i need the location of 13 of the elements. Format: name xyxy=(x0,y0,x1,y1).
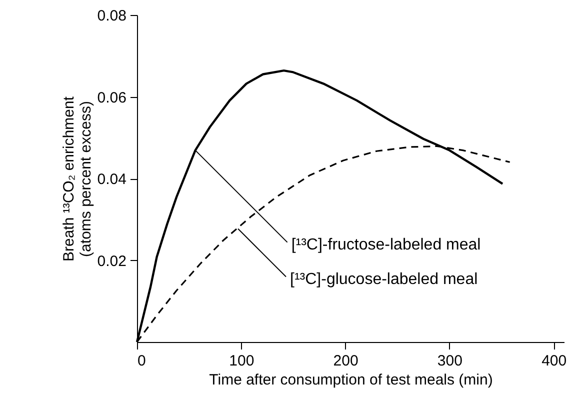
x-axis-title: Time after consumption of test meals (min) xyxy=(209,372,493,388)
y-tick-label: 0.04 xyxy=(97,171,126,188)
x-tick-label: 100 xyxy=(229,352,254,370)
y-tick-label: 0.02 xyxy=(97,252,126,270)
y-tick-label: 0.08 xyxy=(97,8,126,24)
x-tick-label: 0 xyxy=(138,352,146,370)
y-tick-label: 0.06 xyxy=(97,89,126,106)
y-axis-title: Breath ¹³CO₂ enrichment (atoms percent excess) xyxy=(60,96,94,262)
x-tick-label: 400 xyxy=(542,352,567,370)
x-tick-label: 300 xyxy=(437,352,462,370)
x-tick-label: 200 xyxy=(333,352,358,370)
annotation: [¹³C]-glucose-labeled meal xyxy=(290,270,478,288)
annotation: [¹³C]-fructose-labeled meal xyxy=(291,236,481,254)
